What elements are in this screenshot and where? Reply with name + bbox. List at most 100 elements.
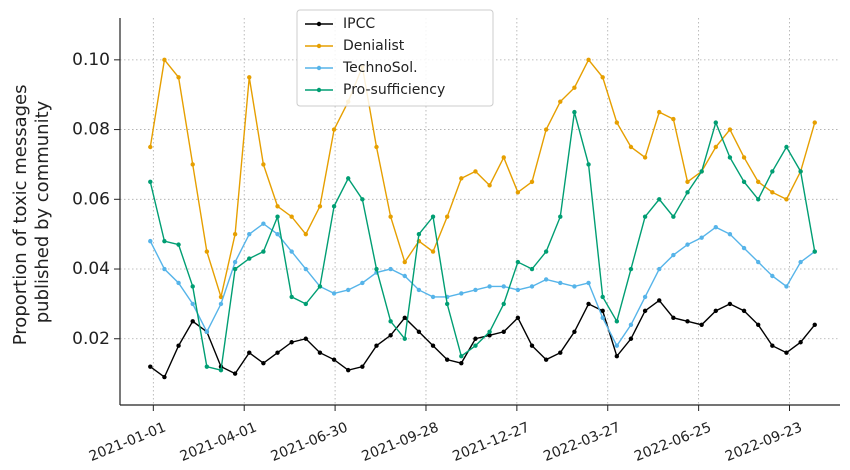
- point: [529, 284, 535, 289]
- point: [402, 259, 407, 265]
- point: [812, 120, 817, 125]
- legend-box: [296, 9, 494, 107]
- point: [657, 298, 662, 303]
- legend-label: TechnoSol.: [342, 60, 418, 76]
- point: [642, 214, 648, 219]
- point: [699, 235, 704, 240]
- point: [204, 364, 210, 369]
- point: [402, 273, 407, 279]
- point: [388, 319, 393, 324]
- point: [444, 357, 450, 362]
- point: [247, 350, 252, 355]
- point: [190, 284, 195, 289]
- point: [614, 319, 620, 324]
- legend-label: Pro-sufficiency: [343, 82, 445, 98]
- point: [416, 231, 422, 237]
- point: [289, 249, 294, 254]
- point: [360, 280, 365, 286]
- point: [388, 214, 393, 219]
- series-line: [149, 111, 816, 372]
- point: [162, 57, 167, 63]
- point: [247, 231, 252, 237]
- point: [459, 176, 464, 181]
- point: [487, 284, 492, 289]
- point: [529, 266, 535, 272]
- point: [459, 360, 464, 366]
- point: [784, 144, 789, 150]
- y-tick-label: 0.04: [72, 259, 110, 279]
- point: [628, 266, 634, 272]
- point: [628, 144, 634, 150]
- point: [430, 214, 436, 219]
- point: [798, 340, 803, 345]
- point: [713, 120, 718, 125]
- point: [402, 336, 407, 341]
- point: [515, 315, 521, 321]
- point: [741, 179, 747, 185]
- point: [190, 319, 195, 324]
- point: [162, 238, 167, 244]
- point: [261, 221, 266, 226]
- point: [685, 242, 690, 247]
- point: [261, 249, 266, 254]
- point: [261, 162, 266, 167]
- point: [317, 350, 323, 355]
- point: [232, 259, 238, 265]
- point: [529, 343, 535, 348]
- point: [770, 343, 775, 348]
- point: [176, 280, 181, 286]
- point: [586, 301, 591, 307]
- y-tick-label: 0.08: [72, 120, 110, 140]
- point: [501, 329, 506, 334]
- point: [232, 231, 238, 237]
- point: [727, 231, 733, 237]
- point: [798, 259, 803, 265]
- point: [232, 371, 238, 376]
- point: [657, 109, 662, 115]
- point: [756, 197, 761, 202]
- point: [317, 204, 323, 209]
- point: [247, 75, 252, 80]
- x-tick-label: 2022-09-23: [723, 420, 804, 465]
- point: [360, 197, 365, 202]
- point: [388, 333, 393, 338]
- legend-marker: [316, 65, 322, 71]
- point: [218, 294, 224, 300]
- point: [331, 127, 337, 132]
- point: [756, 259, 761, 265]
- y-axis-label-line: Proportion of toxic messages: [10, 85, 31, 346]
- point: [261, 360, 266, 366]
- point: [600, 75, 605, 80]
- point: [784, 284, 789, 289]
- point: [303, 336, 309, 341]
- point: [543, 357, 549, 362]
- point: [374, 343, 379, 348]
- point: [628, 322, 634, 328]
- x-tick-label: 2021-04-01: [178, 420, 259, 465]
- x-tick-label: 2022-03-27: [541, 420, 622, 465]
- point: [798, 169, 803, 174]
- point: [657, 266, 662, 272]
- point: [628, 336, 634, 341]
- point: [501, 155, 506, 160]
- point: [515, 259, 521, 265]
- legend-label: Denialist: [343, 38, 405, 54]
- point: [727, 301, 733, 307]
- point: [558, 350, 563, 355]
- point: [657, 197, 662, 202]
- point: [558, 99, 563, 104]
- point: [459, 353, 464, 359]
- point: [487, 183, 492, 188]
- point: [586, 280, 591, 286]
- point: [148, 179, 153, 185]
- point: [444, 301, 450, 307]
- x-tick-label: 2021-12-27: [450, 420, 531, 465]
- point: [699, 322, 704, 328]
- point: [162, 374, 167, 380]
- point: [572, 329, 577, 334]
- series-line: [149, 299, 816, 379]
- point: [346, 176, 351, 181]
- point: [190, 162, 195, 167]
- legend-marker: [316, 87, 322, 93]
- point: [756, 179, 761, 185]
